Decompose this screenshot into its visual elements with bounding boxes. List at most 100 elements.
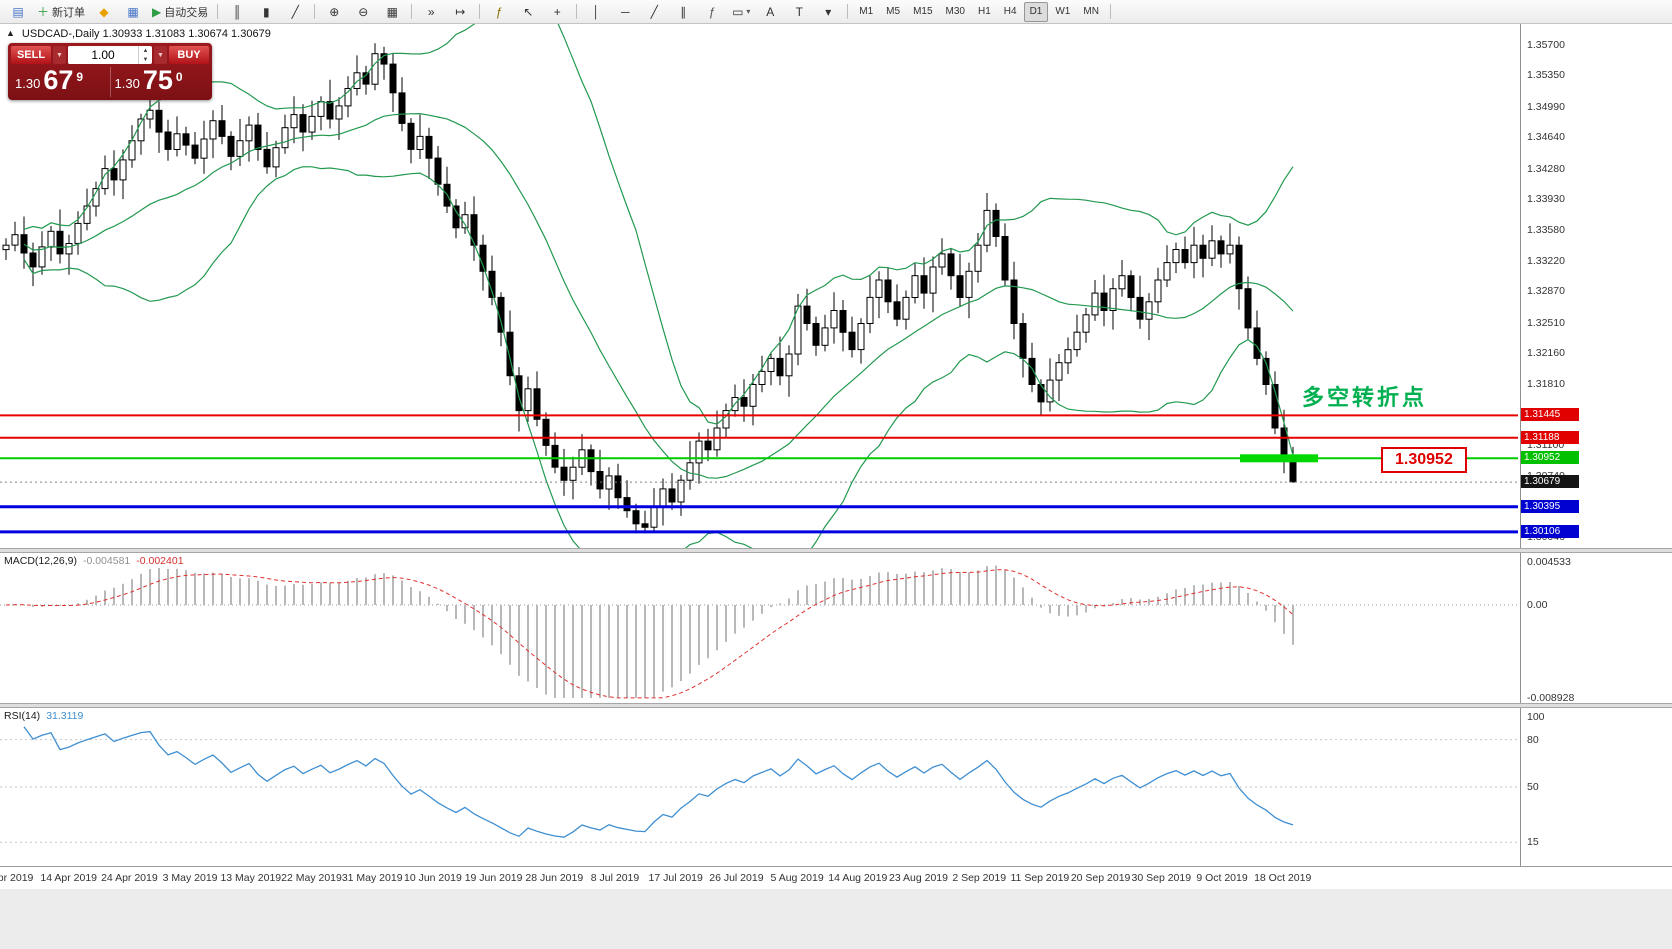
date-label: 17 Jul 2019 (648, 872, 703, 884)
rsi-chart[interactable] (0, 708, 1520, 866)
panel-splitter-macd[interactable] (0, 548, 1672, 553)
chart-shift-icon[interactable]: ↦ (455, 4, 466, 19)
sell-button[interactable]: SELL (11, 46, 51, 64)
toolbar-separator (847, 4, 849, 19)
price-tag-1.30395: 1.30395 (1521, 499, 1579, 513)
buy-price-big: 75 (142, 65, 173, 95)
zoom-out-icon[interactable]: ⊖ (358, 4, 369, 19)
date-label: 22 May 2019 (281, 872, 342, 884)
cursor-icon[interactable]: ↖ (523, 4, 534, 19)
trendline-icon[interactable]: ╱ (650, 4, 658, 19)
rsi-value: 31.3119 (46, 710, 84, 722)
price-axis-label: 1.33930 (1527, 193, 1565, 206)
buy-price-sup: 0 (175, 69, 183, 84)
volume-box: ▲ ▼ (68, 46, 152, 64)
macd-axis-label: 0.004533 (1527, 556, 1571, 568)
price-callout-box: 1.30952 (1381, 447, 1467, 473)
buy-button[interactable]: BUY (169, 46, 209, 64)
price-tag-1.31188: 1.31188 (1521, 430, 1579, 444)
new-chart-icon[interactable]: ▤ (12, 4, 24, 19)
timeframe-m1-button[interactable]: M1 (859, 6, 874, 17)
date-label: 20 Sep 2019 (1070, 872, 1131, 884)
bottom-strip (0, 888, 1672, 949)
macd-chart[interactable] (0, 553, 1520, 703)
market-watch-icon[interactable]: ▦ (127, 4, 139, 19)
timeframe-h4-button[interactable]: H4 (1003, 6, 1017, 17)
date-label: 19 Jun 2019 (464, 872, 523, 884)
timeframe-m30-button[interactable]: M30 (945, 6, 965, 17)
candlestick-chart-icon[interactable]: ▮ (262, 4, 270, 19)
price-axis-label: 1.31810 (1527, 377, 1565, 390)
bar-chart-icon[interactable]: ║ (232, 4, 242, 19)
channel-icon[interactable]: ∥ (680, 4, 687, 19)
timeframe-mn-button[interactable]: MN (1083, 6, 1099, 17)
sell-options-caret-icon[interactable]: ▼ (53, 46, 66, 64)
volume-stepper[interactable]: ▲ ▼ (138, 46, 152, 64)
sell-price-prefix: 1.30 (15, 75, 41, 91)
timeframe-h1-button[interactable]: H1 (977, 6, 991, 17)
line-chart-icon[interactable]: ╱ (291, 4, 299, 19)
text-label-icon[interactable]: T (795, 4, 803, 19)
price-axis-label: 1.34640 (1527, 131, 1565, 144)
macd-name: MACD(12,26,9) (4, 555, 77, 567)
date-label: 14 Apr 2019 (40, 872, 98, 884)
date-label: 18 Oct 2019 (1254, 872, 1312, 884)
macd-axis-label: 0.00 (1527, 599, 1548, 611)
buy-price[interactable]: 1.30 75 0 (111, 67, 210, 97)
shapes-icon[interactable]: ▭ ▾ (732, 4, 751, 19)
volume-up-icon[interactable]: ▲ (142, 47, 149, 54)
date-label: 28 Jun 2019 (525, 872, 584, 884)
toolbar-separator (314, 4, 316, 19)
autotrade-button[interactable]: ▶ 自动交易 (152, 4, 209, 19)
collapse-caret-icon[interactable]: ▲ (6, 28, 15, 38)
date-label: 10 Jun 2019 (403, 872, 462, 884)
date-label: 13 May 2019 (220, 872, 282, 884)
date-label: 24 Apr 2019 (101, 872, 158, 884)
arrow-objects-icon[interactable]: ▾ (825, 4, 832, 19)
buy-options-caret-icon[interactable]: ▼ (154, 46, 167, 64)
date-label: 23 Aug 2019 (889, 872, 948, 884)
fibonacci-icon[interactable]: ƒ (708, 4, 716, 19)
timeframe-w1-button[interactable]: W1 (1055, 6, 1071, 17)
volume-input[interactable] (68, 46, 138, 64)
date-label: 11 Sep 2019 (1010, 872, 1070, 884)
zoom-in-icon[interactable]: ⊕ (329, 4, 340, 19)
rsi-axis-label: 50 (1527, 781, 1539, 793)
price-axis-label: 1.32160 (1527, 347, 1565, 360)
auto-scroll-icon[interactable]: » (427, 4, 435, 19)
tile-windows-icon[interactable]: ▦ (386, 4, 398, 19)
favorites-icon[interactable]: ◆ (99, 4, 109, 19)
date-label: 3 May 2019 (162, 872, 218, 884)
rsi-label: RSI(14) 31.3119 (4, 710, 83, 722)
indicators-icon[interactable]: ƒ (495, 4, 503, 19)
date-label: 31 May 2019 (341, 872, 403, 884)
sell-price-big: 67 (43, 65, 74, 95)
date-label: 5 Aug 2019 (770, 872, 824, 884)
new-order-button[interactable]: ＋新订单 (37, 4, 86, 19)
price-tag-1.30952: 1.30952 (1521, 451, 1579, 465)
text-icon[interactable]: A (766, 4, 775, 19)
date-label: 9 Oct 2019 (1196, 872, 1248, 884)
panel-splitter-rsi[interactable] (0, 703, 1672, 708)
timeframe-m5-button[interactable]: M5 (886, 6, 901, 17)
timeframe-d1-button[interactable]: D1 (1023, 1, 1049, 22)
date-label: 26 Jul 2019 (709, 872, 764, 884)
macd-axis-label: -0.008928 (1527, 692, 1575, 704)
timeframe-m15-button[interactable]: M15 (913, 6, 933, 17)
macd-value-2: -0.002401 (136, 555, 184, 567)
vertical-line-icon[interactable]: │ (592, 4, 601, 19)
price-axis-label: 1.35700 (1527, 38, 1565, 51)
horizontal-line-icon[interactable]: ─ (620, 4, 630, 19)
price-chart[interactable] (0, 24, 1520, 548)
crosshair-icon[interactable]: + (553, 4, 561, 19)
toolbar-separator (576, 4, 578, 19)
rsi-axis-label: 100 (1527, 711, 1545, 723)
price-tag-1.30679: 1.30679 (1521, 475, 1579, 489)
price-axis-label: 1.32510 (1527, 316, 1565, 329)
sell-price[interactable]: 1.30 67 9 (11, 67, 111, 97)
rsi-axis-label: 15 (1527, 836, 1539, 849)
volume-down-icon[interactable]: ▼ (142, 56, 149, 63)
sell-price-sup: 9 (76, 69, 84, 84)
symbol-ohlc-text: USDCAD-,Daily 1.30933 1.31083 1.30674 1.… (21, 28, 271, 40)
